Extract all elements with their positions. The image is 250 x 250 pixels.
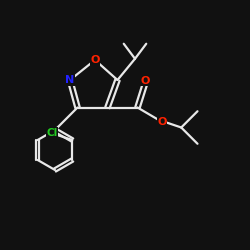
Text: O: O [90, 55, 100, 65]
Text: O: O [157, 117, 166, 127]
Text: Cl: Cl [47, 128, 58, 138]
Text: O: O [140, 76, 150, 86]
Text: N: N [66, 75, 74, 85]
